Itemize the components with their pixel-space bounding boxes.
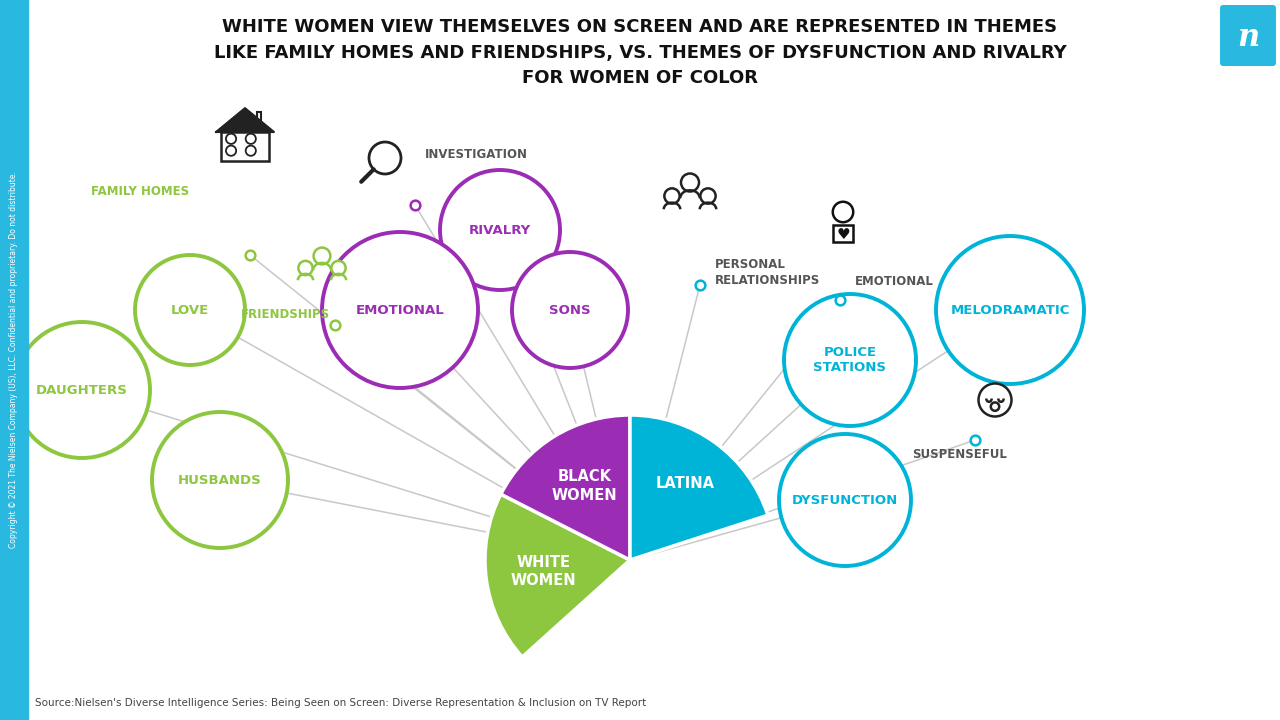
Text: BLACK
WOMEN: BLACK WOMEN bbox=[552, 469, 617, 503]
Text: INVESTIGATION: INVESTIGATION bbox=[425, 148, 529, 161]
Circle shape bbox=[152, 412, 288, 548]
Text: RIVALRY: RIVALRY bbox=[468, 223, 531, 236]
Circle shape bbox=[978, 384, 1011, 416]
Text: SUSPENSEFUL: SUSPENSEFUL bbox=[913, 448, 1007, 461]
Circle shape bbox=[664, 189, 680, 204]
Text: Source:Nielsen's Diverse Intelligence Series: Being Seen on Screen: Diverse Repr: Source:Nielsen's Diverse Intelligence Se… bbox=[35, 698, 646, 708]
Polygon shape bbox=[216, 108, 274, 132]
Text: EMOTIONAL: EMOTIONAL bbox=[855, 275, 934, 288]
Text: DYSFUNCTION: DYSFUNCTION bbox=[792, 493, 899, 506]
Text: PERSONAL
RELATIONSHIPS: PERSONAL RELATIONSHIPS bbox=[716, 258, 820, 287]
Circle shape bbox=[298, 261, 312, 275]
Text: MELODRAMATIC: MELODRAMATIC bbox=[950, 304, 1070, 317]
Circle shape bbox=[332, 261, 346, 275]
Circle shape bbox=[936, 236, 1084, 384]
Circle shape bbox=[700, 189, 716, 204]
Circle shape bbox=[134, 255, 244, 365]
Circle shape bbox=[833, 202, 854, 222]
Circle shape bbox=[780, 434, 911, 566]
Bar bbox=[0, 0, 28, 720]
Text: FAMILY HOMES: FAMILY HOMES bbox=[91, 185, 189, 198]
Circle shape bbox=[246, 134, 256, 144]
Circle shape bbox=[246, 145, 256, 156]
Wedge shape bbox=[500, 415, 630, 560]
Bar bbox=[220, 132, 270, 161]
Text: EMOTIONAL: EMOTIONAL bbox=[356, 304, 444, 317]
Wedge shape bbox=[630, 415, 768, 560]
Circle shape bbox=[314, 248, 330, 264]
Text: Copyright © 2021 The Nielsen Company (US), LLC. Confidential and proprietary. Do: Copyright © 2021 The Nielsen Company (US… bbox=[9, 171, 18, 549]
Text: WHITE
WOMEN: WHITE WOMEN bbox=[511, 554, 576, 588]
Circle shape bbox=[783, 294, 916, 426]
Circle shape bbox=[440, 170, 561, 290]
Text: SONS: SONS bbox=[549, 304, 591, 317]
Circle shape bbox=[227, 134, 236, 144]
Circle shape bbox=[512, 252, 628, 368]
FancyBboxPatch shape bbox=[1220, 5, 1276, 66]
Circle shape bbox=[227, 145, 236, 156]
Text: n: n bbox=[1236, 22, 1260, 53]
Text: HUSBANDS: HUSBANDS bbox=[178, 474, 262, 487]
Text: WHITE WOMEN VIEW THEMSELVES ON SCREEN AND ARE REPRESENTED IN THEMES
LIKE FAMILY : WHITE WOMEN VIEW THEMSELVES ON SCREEN AN… bbox=[214, 18, 1066, 87]
Circle shape bbox=[14, 322, 150, 458]
Text: LATINA: LATINA bbox=[655, 476, 716, 491]
Text: FRIENDSHIPS: FRIENDSHIPS bbox=[241, 308, 329, 321]
Circle shape bbox=[681, 174, 699, 192]
Bar bbox=[833, 225, 854, 243]
Wedge shape bbox=[485, 494, 630, 657]
Text: POLICE
STATIONS: POLICE STATIONS bbox=[814, 346, 887, 374]
Bar bbox=[257, 112, 261, 120]
Text: ♥: ♥ bbox=[836, 227, 850, 242]
Circle shape bbox=[323, 232, 477, 388]
Text: DAUGHTERS: DAUGHTERS bbox=[36, 384, 128, 397]
Circle shape bbox=[369, 142, 401, 174]
Text: LOVE: LOVE bbox=[170, 304, 209, 317]
